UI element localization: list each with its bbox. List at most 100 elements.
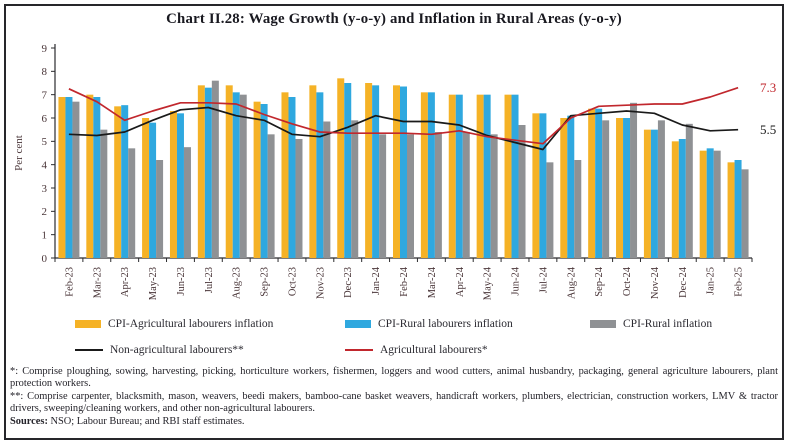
bar-cpi-rural-feb-25 [741, 169, 749, 258]
legend-label: CPI-Rural labourers inflation [378, 318, 513, 330]
x-category-label: Feb-24 [399, 266, 410, 296]
legend-label: CPI-Rural inflation [623, 318, 713, 330]
bar-cpi-rl-feb-25 [734, 160, 742, 258]
bar-cpi-rural-jan-25 [713, 150, 721, 258]
bar-cpi-al-apr-24 [448, 94, 456, 258]
x-category-label: Dec-24 [678, 266, 689, 298]
bar-cpi-rl-oct-23 [288, 97, 296, 258]
x-category-label: Nov-24 [650, 266, 661, 299]
bar-cpi-al-jul-24 [532, 113, 540, 258]
bar-cpi-rl-jan-25 [706, 148, 714, 258]
legend-item-non-agricultural-labourers: Non-agricultural labourers** [75, 344, 244, 356]
x-category-label: May-24 [483, 266, 494, 300]
y-tick-label: 9 [42, 43, 48, 55]
x-category-label: Sep-24 [594, 266, 605, 296]
legend-swatch-cpi-agricultural-labourers [75, 320, 101, 328]
bar-cpi-rl-feb-23 [65, 97, 73, 258]
bar-cpi-rl-oct-24 [623, 118, 631, 258]
bar-cpi-al-jul-23 [197, 85, 205, 258]
x-category-label: Dec-23 [343, 267, 354, 298]
bar-cpi-al-dec-23 [337, 78, 345, 258]
bar-cpi-rl-nov-23 [316, 92, 324, 258]
footnotes: *: Comprise ploughing, sowing, harvestin… [10, 366, 778, 428]
y-tick-label: 2 [42, 206, 48, 218]
bar-cpi-rural-may-24 [490, 134, 498, 258]
bar-cpi-rural-apr-23 [128, 148, 136, 258]
bar-cpi-al-dec-24 [671, 141, 679, 258]
bar-cpi-rural-apr-24 [462, 132, 470, 258]
x-category-label: Jan-24 [371, 266, 382, 295]
bar-cpi-rl-jul-23 [204, 87, 212, 258]
x-category-label: May-23 [148, 267, 159, 300]
bar-cpi-rl-dec-23 [344, 83, 352, 258]
bar-cpi-al-apr-23 [114, 106, 122, 258]
y-tick-label: 6 [42, 113, 48, 125]
bar-cpi-al-may-24 [476, 94, 484, 258]
bar-cpi-rural-jul-24 [546, 162, 554, 258]
bar-cpi-rl-apr-23 [121, 105, 129, 259]
x-category-label: Jun-24 [511, 266, 522, 295]
sources-text: NSO; Labour Bureau; and RBI staff estima… [47, 415, 245, 427]
bar-cpi-al-feb-23 [58, 97, 66, 258]
x-category-label: Apr-24 [455, 266, 466, 297]
x-category-label: Oct-23 [287, 267, 298, 296]
footnote-agricultural-definition: *: Comprise ploughing, sowing, harvestin… [10, 366, 778, 390]
bar-cpi-al-aug-23 [225, 85, 233, 258]
x-category-label: Oct-24 [622, 266, 633, 296]
bar-cpi-al-jun-23 [169, 111, 177, 258]
bar-cpi-rural-feb-23 [72, 101, 80, 258]
bar-cpi-rl-jun-23 [176, 113, 184, 258]
y-tick-label: 7 [42, 89, 48, 101]
bar-cpi-al-aug-24 [560, 118, 568, 258]
bar-cpi-rural-dec-24 [685, 123, 693, 258]
bar-cpi-rural-jun-23 [183, 147, 191, 258]
bar-cpi-al-sep-24 [588, 108, 596, 259]
line-end-value-label: 5.5 [760, 122, 776, 137]
bar-cpi-al-nov-23 [309, 85, 317, 258]
x-category-label: Mar-23 [92, 267, 103, 298]
bar-cpi-al-feb-24 [393, 85, 400, 258]
sources-line: Sources: NSO; Labour Bureau; and RBI sta… [10, 416, 778, 428]
bar-cpi-rural-nov-24 [657, 120, 665, 258]
line-agricultural-wage-growth [68, 86, 739, 145]
bar-cpi-rl-sep-24 [595, 108, 603, 259]
bar-cpi-rl-jun-24 [511, 94, 519, 258]
bar-cpi-al-feb-25 [727, 162, 735, 258]
legend-line-non-agricultural [75, 349, 103, 351]
bar-cpi-al-mar-24 [420, 92, 428, 258]
legend-item-cpi-rural-labourers: CPI-Rural labourers inflation [345, 318, 513, 330]
x-category-label: Jun-23 [176, 267, 187, 296]
line-non-agricultural-wage-growth [68, 106, 739, 151]
x-category-label: Nov-23 [315, 267, 326, 299]
x-category-label: Aug-24 [566, 266, 577, 299]
bar-cpi-rl-sep-23 [260, 104, 268, 258]
y-tick-label: 3 [42, 183, 48, 195]
bar-cpi-rural-aug-24 [574, 160, 582, 258]
bar-cpi-rural-jan-24 [379, 134, 387, 258]
bar-cpi-al-oct-24 [616, 118, 624, 258]
bar-cpi-al-nov-24 [643, 129, 651, 258]
bar-cpi-al-oct-23 [281, 92, 289, 258]
bar-cpi-rl-mar-24 [427, 92, 435, 258]
figure-border [4, 4, 784, 440]
bar-cpi-rl-apr-24 [455, 94, 463, 258]
legend-label: CPI-Agricultural labourers inflation [108, 318, 274, 330]
legend-line-agricultural [345, 349, 373, 351]
bar-cpi-rural-may-23 [156, 160, 164, 258]
y-tick-label: 5 [42, 136, 48, 148]
legend-swatch-cpi-rural-labourers [345, 320, 371, 328]
bar-cpi-rl-may-24 [483, 94, 491, 258]
y-tick-label: 0 [42, 253, 48, 265]
bar-cpi-rural-mar-24 [434, 132, 442, 258]
x-category-label: Jan-25 [706, 267, 717, 295]
legend-item-cpi-agricultural-labourers: CPI-Agricultural labourers inflation [75, 318, 273, 330]
chart-legend: CPI-Agricultural labourers inflation CPI… [0, 314, 788, 366]
bar-cpi-rl-aug-23 [232, 92, 240, 258]
legend-swatch-cpi-rural [590, 320, 616, 328]
bar-cpi-rural-sep-23 [267, 134, 275, 258]
bar-cpi-al-sep-23 [253, 101, 261, 258]
bar-cpi-rural-feb-24 [407, 134, 414, 258]
sources-label: Sources: [10, 415, 48, 427]
bar-cpi-rl-mar-23 [93, 97, 101, 258]
x-category-label: Feb-25 [734, 267, 745, 297]
